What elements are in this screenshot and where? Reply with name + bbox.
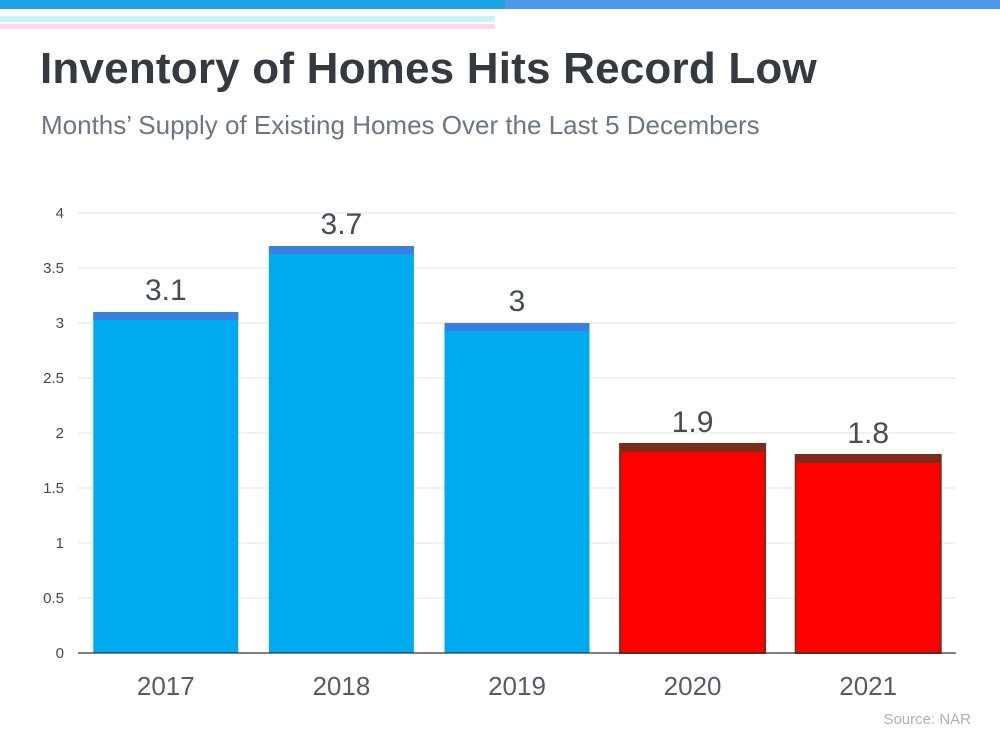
page-title: Inventory of Homes Hits Record Low	[40, 44, 817, 93]
x-tick-label: 2017	[137, 671, 195, 701]
y-tick-label: 1.5	[43, 480, 64, 497]
page-subtitle: Months’ Supply of Existing Homes Over th…	[41, 110, 760, 140]
x-tick-label: 2018	[312, 671, 370, 701]
data-label: 1.9	[672, 406, 714, 439]
y-tick-label: 1	[56, 535, 64, 552]
y-tick-label: 0	[56, 645, 64, 662]
y-tick-label: 0.5	[43, 590, 64, 607]
y-tick-label: 4	[56, 205, 64, 222]
bar-2018	[268, 246, 414, 653]
data-label: 1.8	[847, 417, 889, 450]
bar-cap	[620, 444, 766, 452]
x-tick-label: 2021	[839, 671, 897, 701]
bar-2019	[444, 323, 590, 653]
data-label: 3.7	[321, 208, 363, 241]
top-accent-bar-right	[505, 0, 1000, 9]
top-accent-bar-left	[0, 0, 505, 9]
bar-2020	[619, 443, 767, 654]
source-note: Source: NAR	[883, 711, 971, 728]
x-tick-label: 2019	[488, 671, 546, 701]
bar-2021	[794, 454, 942, 654]
y-tick-label: 2.5	[43, 370, 64, 387]
x-tick-label: 2020	[664, 671, 722, 701]
bar-cap	[444, 323, 590, 331]
data-label: 3	[509, 285, 526, 318]
bar-cap	[268, 246, 414, 254]
data-label: 3.1	[145, 274, 187, 307]
y-tick-label: 2	[56, 425, 64, 442]
bar-chart: 0 0.5 1 1.5 2 2.5 3 3.5 4 3.1 2017 3.7 2018 3 2019 1.9 2…	[43, 205, 956, 701]
bar-cap	[93, 312, 239, 320]
top-accent-bar	[0, 0, 1000, 9]
y-tick-label: 3	[56, 315, 64, 332]
decorative-stripe	[0, 16, 495, 22]
bar-cap	[795, 455, 941, 463]
y-tick-label: 3.5	[43, 260, 64, 277]
decorative-stripe	[0, 24, 495, 29]
bar-2017	[93, 312, 239, 653]
